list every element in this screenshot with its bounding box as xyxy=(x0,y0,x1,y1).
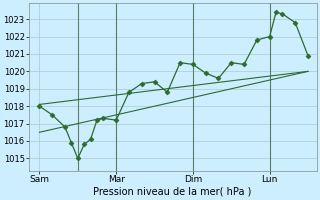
X-axis label: Pression niveau de la mer( hPa ): Pression niveau de la mer( hPa ) xyxy=(93,187,252,197)
